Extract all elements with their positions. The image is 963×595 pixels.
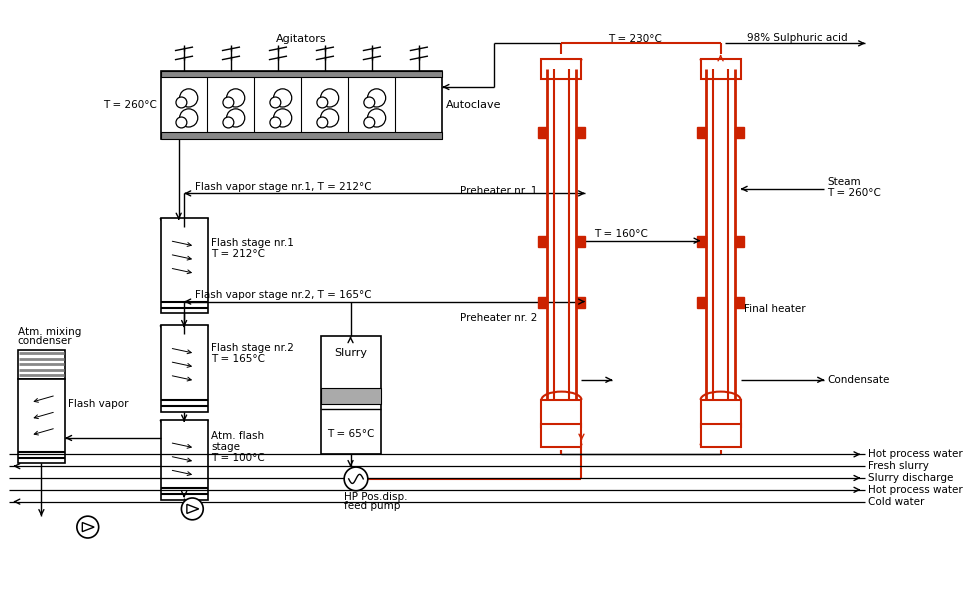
Circle shape [317, 117, 327, 128]
Circle shape [223, 97, 234, 108]
Circle shape [317, 97, 327, 108]
Text: Hot process water: Hot process water [868, 449, 963, 459]
Bar [161, 420, 208, 500]
Text: Hot process water: Hot process water [868, 485, 963, 495]
Circle shape [273, 89, 292, 107]
Circle shape [273, 109, 292, 127]
Circle shape [368, 89, 386, 107]
Bar [735, 236, 744, 247]
Circle shape [368, 109, 386, 127]
Circle shape [226, 89, 245, 107]
Text: Flash vapor stage nr.1, T = 212°C: Flash vapor stage nr.1, T = 212°C [195, 182, 372, 192]
Bar [17, 379, 65, 464]
Text: Flash stage nr.1: Flash stage nr.1 [212, 239, 295, 248]
Bar [541, 400, 582, 427]
Text: T = 260°C: T = 260°C [103, 100, 157, 109]
Bar [161, 218, 208, 314]
Bar [161, 325, 208, 412]
Bar [697, 236, 706, 247]
Text: Preheater nr. 2: Preheater nr. 2 [460, 313, 537, 323]
Bar [537, 236, 547, 247]
Bar [697, 127, 706, 138]
Text: Flash vapor: Flash vapor [67, 399, 128, 409]
Circle shape [226, 109, 245, 127]
Bar [735, 127, 744, 138]
Text: T = 230°C: T = 230°C [609, 34, 662, 44]
Circle shape [344, 467, 368, 491]
Bar [697, 297, 706, 308]
Circle shape [321, 109, 339, 127]
Circle shape [364, 97, 375, 108]
Text: Flash stage nr.2: Flash stage nr.2 [212, 343, 295, 353]
Text: Slurry: Slurry [334, 347, 368, 358]
Text: Atm. flash: Atm. flash [212, 431, 265, 441]
Bar [576, 127, 586, 138]
Text: Flash vapor stage nr.2, T = 165°C: Flash vapor stage nr.2, T = 165°C [195, 290, 372, 300]
Bar [735, 297, 744, 308]
Bar [161, 71, 442, 77]
Text: HP Pos.disp.: HP Pos.disp. [344, 492, 407, 502]
Text: Agitators: Agitators [276, 34, 326, 44]
Bar [700, 424, 741, 447]
Bar [576, 236, 586, 247]
Bar [541, 424, 582, 447]
Circle shape [179, 109, 197, 127]
Text: T = 260°C: T = 260°C [827, 189, 881, 198]
Circle shape [179, 89, 197, 107]
Bar [541, 59, 582, 79]
Text: 98% Sulphuric acid: 98% Sulphuric acid [747, 33, 847, 43]
Text: Steam: Steam [827, 177, 861, 187]
Text: Cold water: Cold water [868, 497, 924, 506]
Bar [161, 71, 442, 139]
Polygon shape [187, 505, 198, 513]
Circle shape [364, 117, 375, 128]
Circle shape [181, 498, 203, 520]
Circle shape [176, 117, 187, 128]
Circle shape [270, 97, 281, 108]
Bar [537, 127, 547, 138]
Text: Final heater: Final heater [744, 304, 806, 314]
Circle shape [223, 117, 234, 128]
Text: Preheater nr. 1: Preheater nr. 1 [460, 186, 537, 196]
Circle shape [77, 516, 98, 538]
Bar [322, 336, 380, 455]
Bar [576, 297, 586, 308]
Text: feed pump: feed pump [344, 501, 401, 511]
Text: Autoclave: Autoclave [446, 100, 502, 109]
Polygon shape [82, 522, 94, 531]
Text: Fresh slurry: Fresh slurry [868, 461, 928, 471]
Text: Condensate: Condensate [827, 375, 890, 385]
Circle shape [176, 97, 187, 108]
Text: T = 65°C: T = 65°C [327, 430, 375, 439]
Bar [17, 350, 65, 379]
Bar [700, 400, 741, 427]
Circle shape [270, 117, 281, 128]
Text: condenser: condenser [17, 336, 72, 346]
Bar [322, 388, 380, 405]
Bar [700, 59, 741, 79]
Text: T = 165°C: T = 165°C [212, 354, 266, 364]
Text: stage: stage [212, 442, 241, 452]
Text: T = 100°C: T = 100°C [212, 453, 265, 463]
Text: T = 160°C: T = 160°C [594, 229, 648, 239]
Text: T = 212°C: T = 212°C [212, 249, 266, 259]
Circle shape [321, 89, 339, 107]
Bar [537, 297, 547, 308]
Text: Slurry discharge: Slurry discharge [868, 473, 953, 483]
Bar [161, 133, 442, 139]
Text: Atm. mixing: Atm. mixing [17, 327, 81, 337]
